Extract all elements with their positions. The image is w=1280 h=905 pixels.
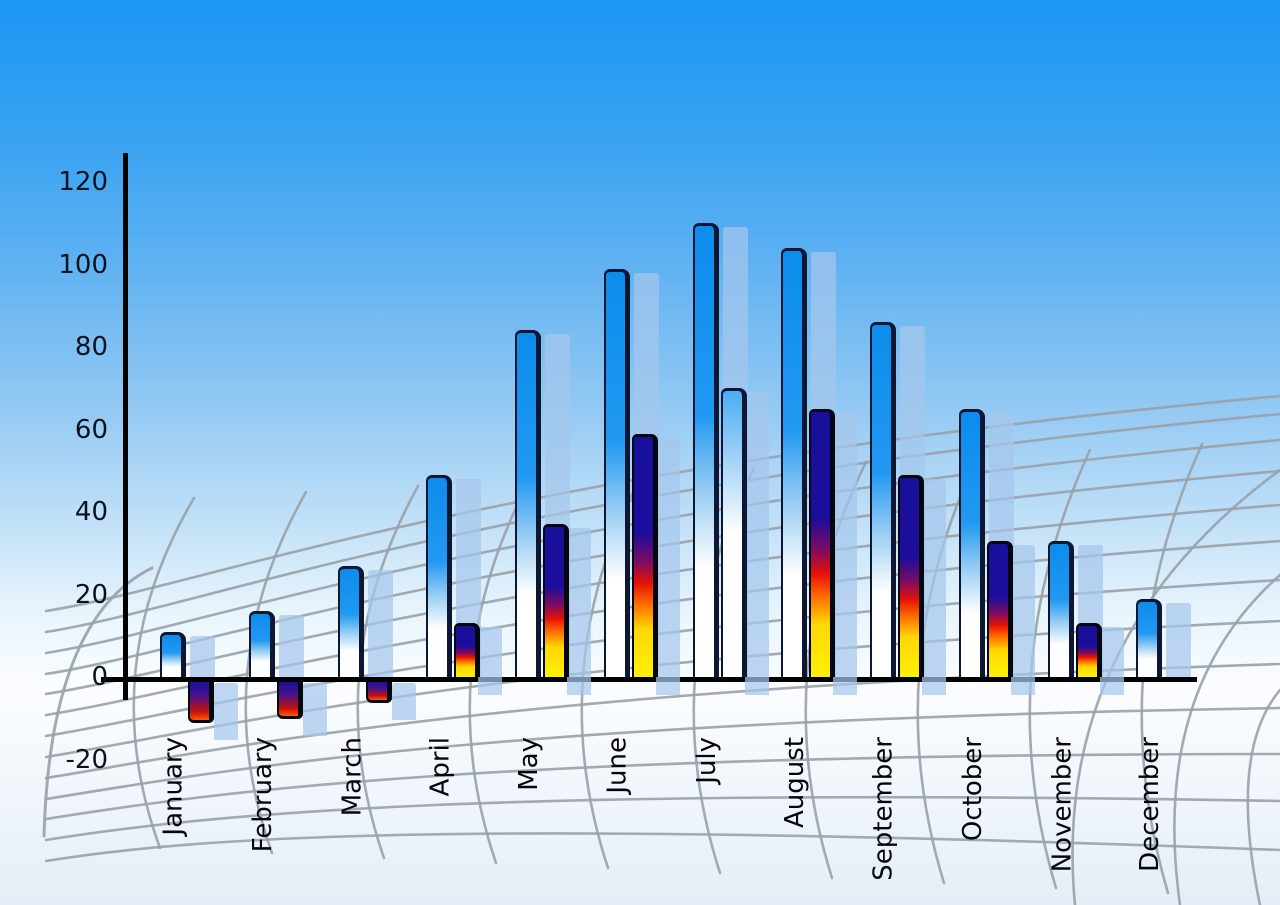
bar-shadow-july-secondary (745, 392, 769, 695)
bar-march-primary (338, 566, 364, 677)
x-tick-label-october: October (958, 737, 988, 842)
floor-grid-line (44, 706, 1280, 801)
bar-july-secondary (721, 388, 747, 677)
bar-april-secondary (454, 623, 480, 677)
x-tick-label-june: June (603, 737, 633, 794)
bar-may-primary (515, 330, 541, 677)
bar-shadow-february-secondary (303, 683, 327, 736)
bar-october-secondary (987, 541, 1013, 677)
bar-may-secondary (543, 524, 569, 677)
bar-shadow-march-secondary (392, 683, 416, 720)
bar-march-secondary (366, 682, 392, 703)
y-tick-label-80: 80 (74, 332, 108, 362)
bar-december-primary (1136, 599, 1162, 677)
bar-february-secondary (277, 682, 303, 719)
bar-shadow-may-secondary (567, 528, 591, 695)
bar-shadow-september-secondary (922, 479, 946, 695)
bar-june-secondary (632, 434, 658, 677)
bar-september-primary (870, 322, 896, 677)
y-tick-label-40: 40 (74, 497, 108, 527)
floor-grid-line (44, 619, 1280, 759)
bar-shadow-march-primary (368, 570, 393, 677)
bar-november-secondary (1076, 623, 1102, 677)
bar-february-primary (249, 611, 275, 677)
bar-august-primary (781, 248, 807, 677)
bar-shadow-november-secondary (1100, 627, 1124, 695)
x-tick-label-april: April (425, 737, 455, 797)
bar-shadow-august-secondary (833, 413, 857, 695)
floor-grid-line (1246, 688, 1280, 905)
floor-grid-line (132, 496, 196, 850)
floor-grid-line (44, 832, 1280, 863)
zero-baseline (101, 677, 1197, 682)
y-tick-label-20: 20 (74, 580, 108, 610)
bar-august-secondary (809, 409, 835, 677)
x-tick-label-may: May (514, 737, 544, 791)
x-tick-label-november: November (1047, 737, 1077, 873)
bar-april-primary (426, 475, 452, 677)
x-tick-label-july: July (692, 737, 722, 784)
bar-shadow-june-secondary (656, 438, 680, 695)
floor-grid-line (44, 752, 1280, 821)
bar-january-primary (160, 632, 186, 677)
bar-september-secondary (898, 475, 924, 677)
y-axis-line (123, 153, 128, 700)
bar-shadow-february-primary (279, 615, 304, 677)
y-tick-label-0: 0 (91, 662, 108, 692)
x-tick-label-february: February (248, 737, 278, 853)
bar-shadow-october-secondary (1011, 545, 1035, 695)
x-tick-label-august: August (780, 737, 810, 828)
bar-shadow-january-primary (190, 636, 215, 677)
y-tick-label-100: 100 (58, 250, 108, 280)
bar-shadow-january-secondary (214, 683, 238, 740)
floor-grid-line (1173, 573, 1280, 905)
bar-shadow-april-secondary (478, 627, 502, 695)
y-tick-label--20: -20 (65, 745, 108, 775)
x-tick-label-september: September (869, 737, 899, 881)
bar-shadow-december-primary (1166, 603, 1191, 677)
bar-june-primary (604, 269, 630, 677)
y-tick-label-120: 120 (58, 167, 108, 197)
bar-july-primary (693, 223, 719, 677)
x-tick-label-march: March (337, 737, 367, 817)
bar-november-primary (1048, 541, 1074, 677)
floor-grid-line (44, 578, 1280, 738)
bar-january-secondary (188, 682, 214, 723)
bar-october-primary (959, 409, 985, 677)
floor-grid-line (244, 490, 308, 855)
floor-grid-line (44, 795, 1280, 842)
x-tick-label-december: December (1135, 737, 1165, 872)
y-tick-label-60: 60 (74, 415, 108, 445)
x-tick-label-january: January (159, 737, 189, 836)
